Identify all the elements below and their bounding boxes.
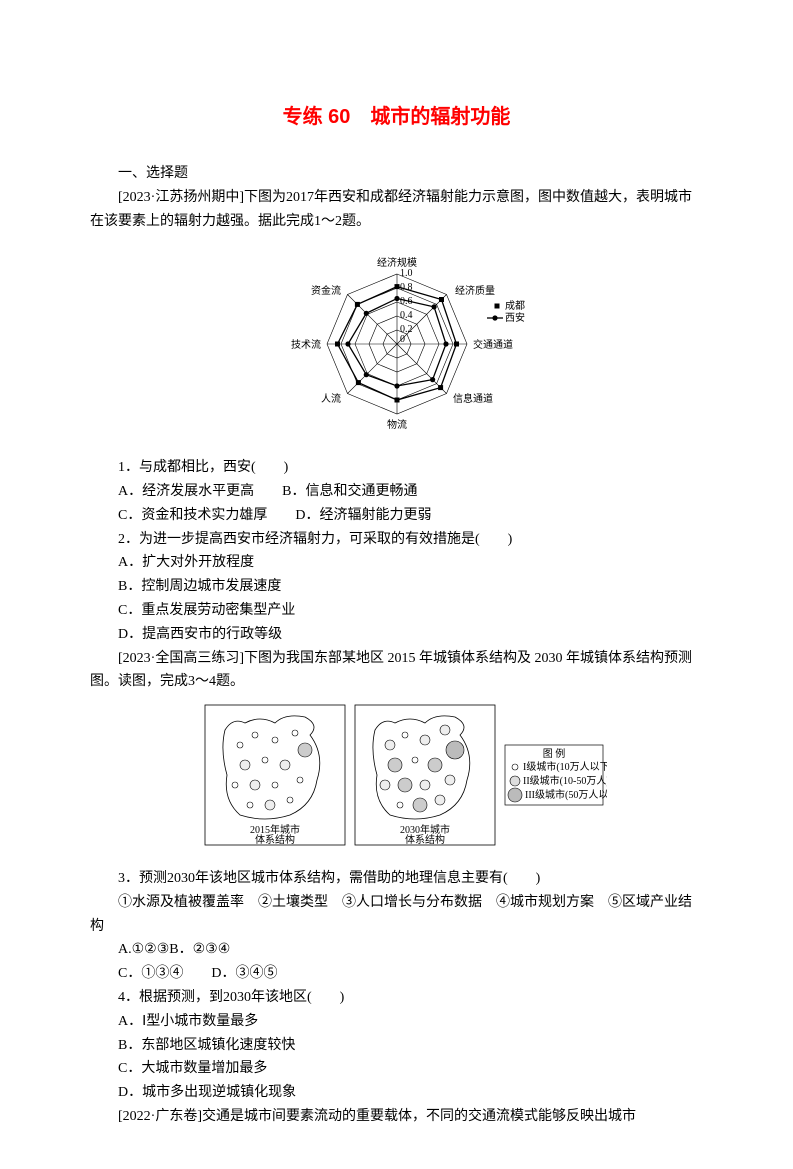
tick-04: 0.4 <box>400 310 413 321</box>
q4-stem: 4．根据预测，到2030年该地区( ) <box>90 986 703 1010</box>
q3-options-list: ①水源及植被覆盖率 ②土壤类型 ③人口增长与分布数据 ④城市规划方案 ⑤区域产业… <box>90 891 703 939</box>
q4-C: C．大城市数量增加最多 <box>90 1057 703 1081</box>
q3-stem: 3．预测2030年该地区城市体系结构，需借助的地理信息主要有( ) <box>90 867 703 891</box>
passage3-source: [2022·广东卷]交通是城市间要素流动的重要载体，不同的交通流模式能够反映出城… <box>90 1105 703 1129</box>
axis-2: 交通通道 <box>473 338 513 351</box>
q1-D: D．经济辐射能力更弱 <box>295 508 431 523</box>
q3-C: C．①③④ <box>118 966 183 981</box>
radar-chart-figure: 0 0.2 0.4 0.6 0.8 1.0 <box>90 239 703 448</box>
q3-B: B．②③④ <box>169 942 230 957</box>
maps-svg: 2015年城市 体系结构 2030年城市 <box>187 700 607 850</box>
q4-A: A．Ⅰ型小城市数量最多 <box>90 1010 703 1034</box>
legend-2: II级城市(10-50万人) <box>523 774 607 787</box>
map-left-cap2: 体系结构 <box>255 833 295 846</box>
tick-0: 0 <box>400 334 405 345</box>
page-title: 专练 60 城市的辐射功能 <box>90 100 703 134</box>
q3-row2: C．①③④ D．③④⑤ <box>90 962 703 986</box>
q1-B: B．信息和交通更畅通 <box>282 484 417 499</box>
legend-xian: 西安 <box>505 311 525 324</box>
q3-D: D．③④⑤ <box>211 966 277 981</box>
section-heading: 一、选择题 <box>90 162 703 186</box>
exam-page: 专练 60 城市的辐射功能 一、选择题 [2023·江苏扬州期中]下图为2017… <box>0 0 793 1169</box>
q3-A: A.①②③ <box>118 942 169 957</box>
radar-chart-svg: 0 0.2 0.4 0.6 0.8 1.0 <box>252 239 542 439</box>
legend-chengdu: 成都 <box>505 300 525 312</box>
legend-3: III级城市(50万人以上) <box>525 788 607 801</box>
passage1-source: [2023·江苏扬州期中]下图为2017年西安和成都经济辐射能力示意图，图中数值… <box>90 186 703 234</box>
q4-D: D．城市多出现逆城镇化现象 <box>90 1081 703 1105</box>
maps-figure: 2015年城市 体系结构 2030年城市 <box>90 700 703 859</box>
q1-C: C．资金和技术实力雄厚 <box>118 508 267 523</box>
map-right-cap2: 体系结构 <box>405 833 445 846</box>
passage2-source: [2023·全国高三练习]下图为我国东部某地区 2015 年城镇体系结构及 20… <box>90 647 703 695</box>
q2-D: D．提高西安市的行政等级 <box>90 623 703 647</box>
q4-B: B．东部地区城镇化速度较快 <box>90 1034 703 1058</box>
q3-row1: A.①②③B．②③④ <box>90 938 703 962</box>
q2-C: C．重点发展劳动密集型产业 <box>90 599 703 623</box>
q1-stem: 1．与成都相比，西安( ) <box>90 456 703 480</box>
tick-10: 1.0 <box>400 268 413 279</box>
q1-row1: A．经济发展水平更高 B．信息和交通更畅通 <box>90 480 703 504</box>
axis-4: 物流 <box>387 418 407 431</box>
tick-02: 0.2 <box>400 324 413 335</box>
axis-3: 信息通道 <box>453 392 493 405</box>
axis-5: 人流 <box>321 392 341 405</box>
q1-A: A．经济发展水平更高 <box>118 484 254 499</box>
q2-A: A．扩大对外开放程度 <box>90 551 703 575</box>
axis-1: 经济质量 <box>455 284 495 297</box>
axis-0: 经济规模 <box>377 256 417 269</box>
axis-6: 技术流 <box>291 338 321 351</box>
q2-B: B．控制周边城市发展速度 <box>90 575 703 599</box>
q1-row2: C．资金和技术实力雄厚 D．经济辐射能力更弱 <box>90 504 703 528</box>
legend-title: 图 例 <box>542 747 565 760</box>
legend-1: I级城市(10万人以下) <box>523 760 607 773</box>
axis-7: 资金流 <box>311 284 341 297</box>
q2-stem: 2．为进一步提高西安市经济辐射力，可采取的有效措施是( ) <box>90 528 703 552</box>
